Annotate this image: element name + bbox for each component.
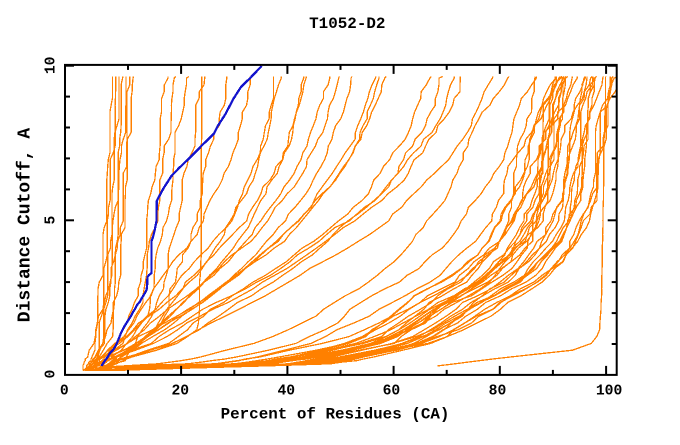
svg-text:Percent of Residues (CA): Percent of Residues (CA)	[221, 406, 450, 424]
svg-text:Distance Cutoff, A: Distance Cutoff, A	[16, 128, 36, 323]
svg-text:60: 60	[383, 383, 401, 399]
svg-text:0: 0	[60, 383, 69, 399]
svg-text:5: 5	[44, 216, 60, 225]
svg-text:T1052-D2: T1052-D2	[309, 15, 385, 33]
svg-text:40: 40	[277, 383, 295, 399]
svg-text:0: 0	[44, 370, 60, 379]
svg-text:20: 20	[171, 383, 189, 399]
svg-text:10: 10	[44, 56, 60, 74]
svg-text:100: 100	[596, 383, 622, 399]
svg-text:80: 80	[489, 383, 507, 399]
